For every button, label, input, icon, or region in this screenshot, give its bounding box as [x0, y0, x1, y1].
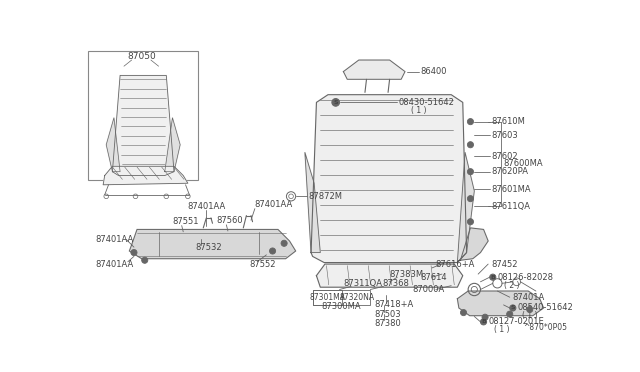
Polygon shape: [458, 291, 543, 316]
Text: 87620PA: 87620PA: [492, 167, 528, 176]
Text: 87611QA: 87611QA: [492, 202, 530, 211]
Text: 87401AA: 87401AA: [95, 260, 134, 269]
Polygon shape: [311, 95, 467, 263]
Text: 87401A: 87401A: [513, 293, 545, 302]
Polygon shape: [113, 76, 174, 176]
Text: 87300MA: 87300MA: [321, 302, 361, 311]
Circle shape: [467, 119, 474, 125]
Circle shape: [467, 196, 474, 202]
Text: ( 2 ): ( 2 ): [504, 281, 519, 290]
Text: B: B: [481, 319, 486, 324]
Circle shape: [467, 219, 474, 225]
Text: 87872M: 87872M: [308, 192, 343, 201]
Text: ( 1 ): ( 1 ): [411, 106, 427, 115]
Text: 87503: 87503: [374, 310, 401, 319]
Text: 87532: 87532: [196, 243, 222, 251]
Text: 08540-51642: 08540-51642: [517, 304, 573, 312]
Text: 86400: 86400: [420, 67, 447, 76]
Circle shape: [141, 257, 148, 263]
Text: B: B: [490, 275, 495, 280]
Text: 08430-51642: 08430-51642: [399, 98, 454, 107]
Circle shape: [281, 240, 287, 246]
Text: 87601MA: 87601MA: [492, 185, 531, 194]
Text: 87050: 87050: [127, 52, 156, 61]
Bar: [312, 289, 371, 305]
Text: 87603: 87603: [492, 131, 518, 140]
Text: S: S: [511, 305, 515, 311]
Circle shape: [507, 311, 513, 317]
Circle shape: [481, 319, 486, 325]
Circle shape: [482, 314, 488, 320]
Text: 87401AA: 87401AA: [95, 235, 134, 244]
Text: 87401AA: 87401AA: [188, 202, 225, 211]
Circle shape: [509, 305, 516, 311]
Text: 87616+A: 87616+A: [436, 260, 475, 269]
Text: 87560: 87560: [216, 216, 243, 225]
Polygon shape: [460, 228, 488, 260]
Text: ( 1 ): ( 1 ): [522, 311, 538, 320]
Polygon shape: [106, 118, 120, 172]
Polygon shape: [129, 230, 296, 259]
Text: S: S: [333, 100, 338, 105]
Text: 87000A: 87000A: [413, 285, 445, 294]
Bar: [88, 51, 198, 180]
Polygon shape: [458, 153, 474, 263]
Polygon shape: [305, 153, 320, 253]
Text: 87320NA: 87320NA: [340, 293, 375, 302]
Text: 87452: 87452: [492, 260, 518, 269]
Text: 87552: 87552: [250, 260, 276, 269]
Circle shape: [131, 250, 137, 256]
Text: ( 1 ): ( 1 ): [493, 325, 509, 334]
Text: 87614: 87614: [420, 273, 447, 282]
Circle shape: [467, 142, 474, 148]
Polygon shape: [316, 264, 463, 287]
Circle shape: [332, 99, 340, 106]
Text: 87383M: 87383M: [390, 270, 424, 279]
Text: 87610M: 87610M: [492, 117, 525, 126]
Text: 87602: 87602: [492, 152, 518, 161]
Text: 87301MA: 87301MA: [310, 293, 346, 302]
Polygon shape: [344, 60, 405, 79]
Text: 08126-82028: 08126-82028: [497, 273, 554, 282]
Bar: [312, 289, 342, 305]
Text: 87368: 87368: [382, 279, 409, 288]
Text: ^870*0P05: ^870*0P05: [523, 324, 566, 333]
Text: 08127-0201E: 08127-0201E: [488, 317, 544, 326]
Text: 87551: 87551: [172, 217, 199, 226]
Circle shape: [490, 274, 496, 280]
Circle shape: [467, 169, 474, 175]
Text: 87311QA: 87311QA: [344, 279, 383, 288]
Text: 87401AA: 87401AA: [255, 199, 293, 209]
Text: 87600MA: 87600MA: [504, 160, 543, 169]
Text: 87380: 87380: [374, 319, 401, 328]
Circle shape: [460, 310, 467, 316]
Circle shape: [527, 307, 533, 312]
Polygon shape: [103, 166, 188, 185]
Polygon shape: [164, 118, 180, 172]
Circle shape: [269, 248, 276, 254]
Text: 87418+A: 87418+A: [374, 301, 413, 310]
